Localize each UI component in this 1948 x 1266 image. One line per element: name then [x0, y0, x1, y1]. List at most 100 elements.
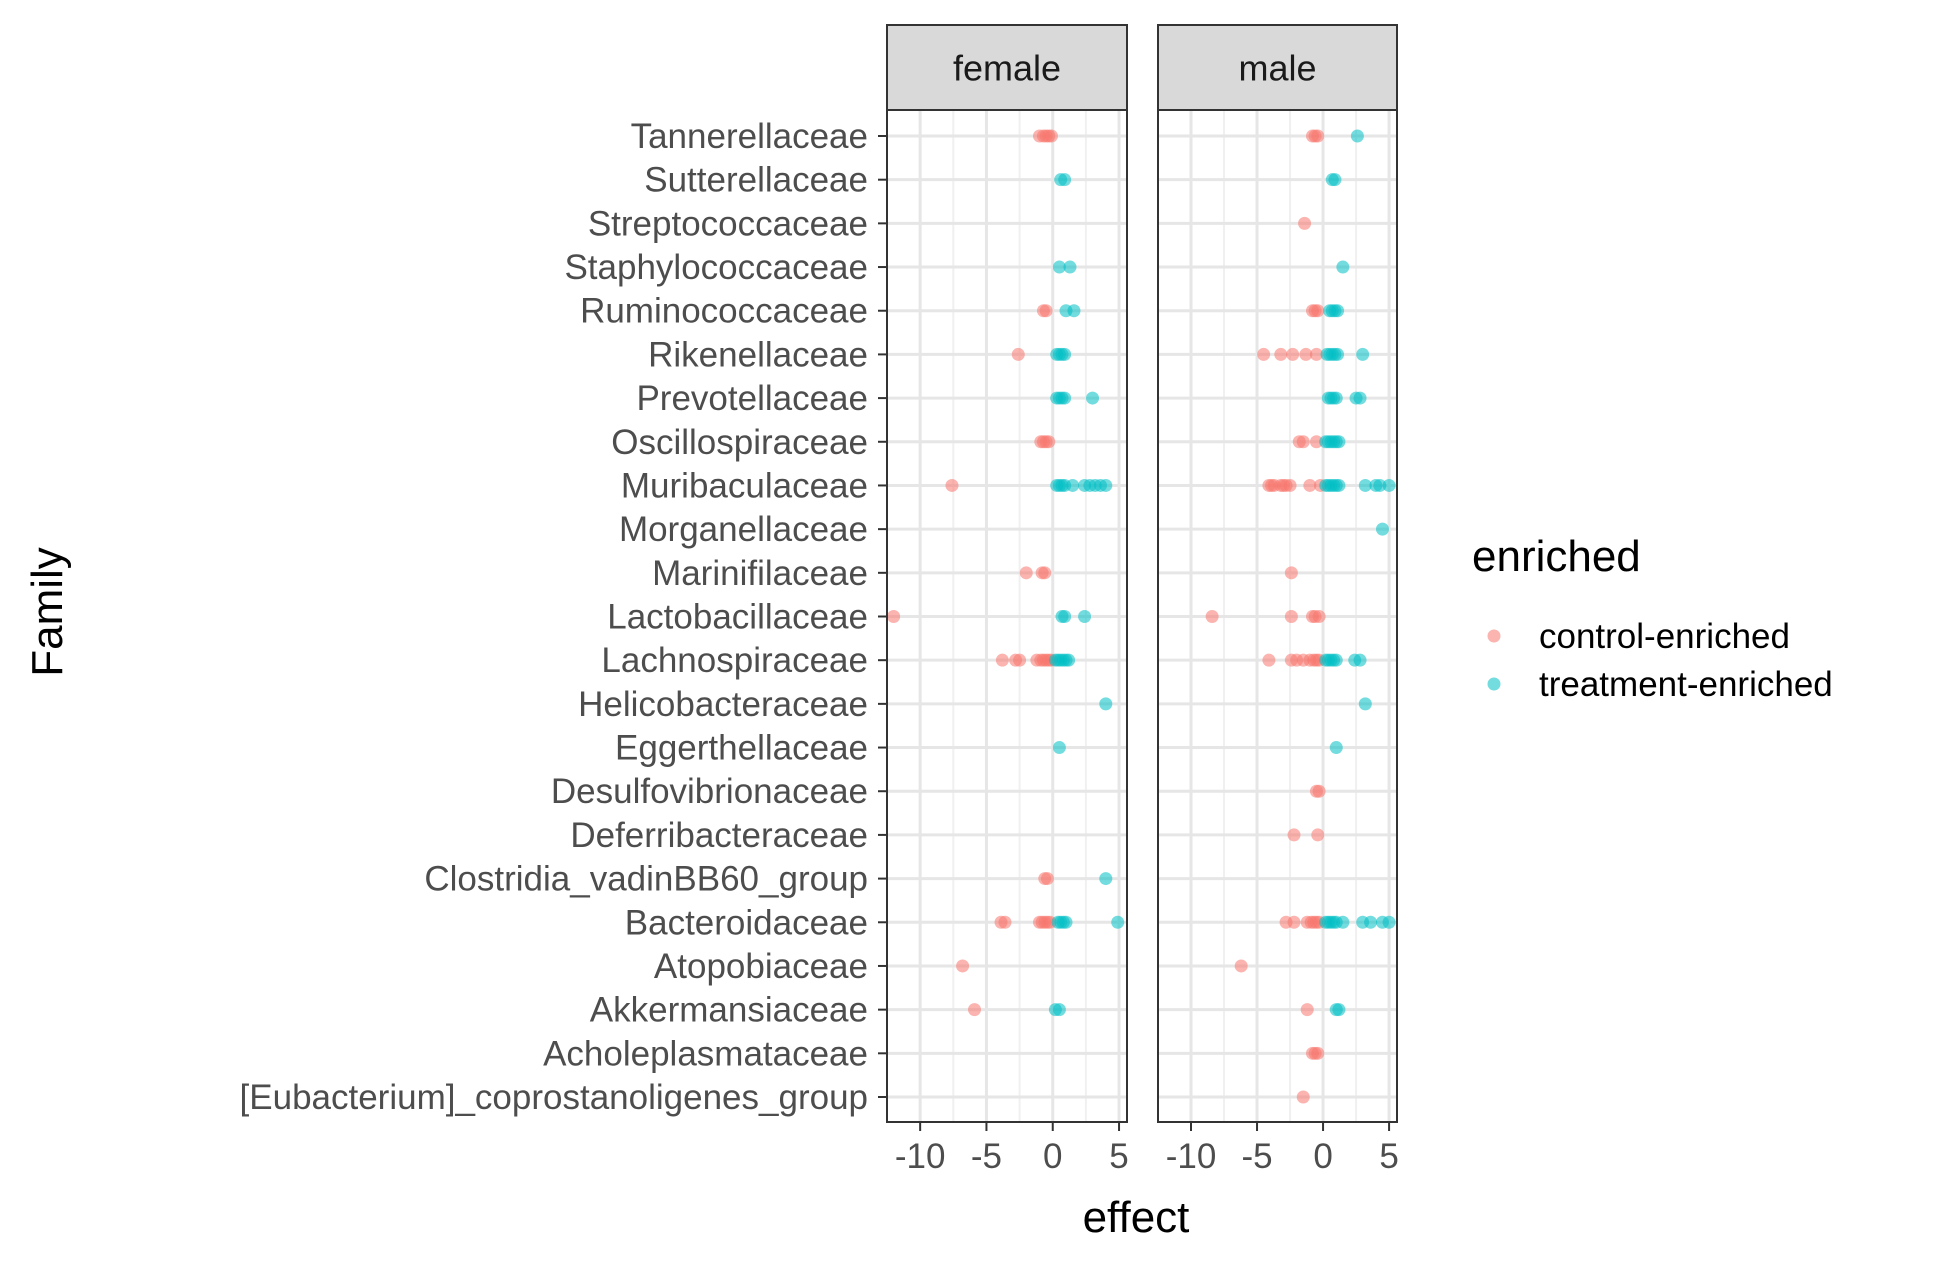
x-tick-label: -5	[1241, 1137, 1272, 1176]
data-point	[1353, 391, 1367, 405]
strip-background-male	[1157, 24, 1398, 111]
data-point	[1296, 435, 1310, 449]
data-point	[1329, 741, 1343, 755]
y-tick-label: Muribaculaceae	[621, 466, 868, 505]
y-tick-label: Streptococcaceae	[588, 204, 868, 243]
y-axis-title: Family	[23, 547, 72, 677]
data-point	[1283, 478, 1297, 492]
y-tick-label: Ruminococcaceae	[580, 292, 868, 331]
data-point	[1287, 915, 1301, 929]
x-tick-label: -5	[971, 1137, 1002, 1176]
data-point	[1019, 566, 1033, 580]
y-tick-label: Rikenellaceae	[648, 335, 868, 374]
data-point	[1358, 697, 1372, 711]
y-tick-label: Tannerellaceae	[631, 117, 868, 156]
legend-entries: control-enriched treatment-enriched	[1487, 617, 1833, 704]
data-point	[968, 1003, 982, 1017]
y-tick-label: Deferribacteraceae	[570, 816, 868, 855]
data-point	[1099, 478, 1113, 492]
data-point	[1038, 566, 1052, 580]
legend-entry-control-enriched: control-enriched	[1487, 617, 1790, 656]
x-axis-title: effect	[1083, 1193, 1190, 1242]
data-point	[1052, 1003, 1066, 1017]
legend-title: enriched	[1472, 532, 1641, 581]
y-tick-label: Staphylococcaceae	[564, 248, 868, 287]
y-tick-label: Prevotellaceae	[636, 379, 868, 418]
data-point	[1058, 610, 1072, 623]
data-point	[1262, 653, 1276, 667]
strip-background-female	[886, 24, 1128, 111]
y-tick-label: Morganellaceae	[619, 510, 868, 549]
data-point	[1042, 435, 1056, 449]
y-tick-label: Clostridia_vadinBB60_group	[424, 860, 868, 899]
data-point	[1303, 478, 1317, 492]
y-tick-label: [Eubacterium]_coprostanoligenes_group	[240, 1078, 868, 1117]
data-point	[1044, 129, 1058, 143]
data-point	[1311, 828, 1325, 842]
data-point	[1311, 1046, 1325, 1060]
data-point	[995, 653, 1009, 667]
y-tick-label: Eggerthellaceae	[615, 729, 868, 768]
x-tick-label: 0	[1313, 1137, 1332, 1176]
data-point	[1063, 260, 1077, 274]
y-tick-label: Helicobacteraceae	[578, 685, 868, 724]
data-point	[1274, 347, 1288, 361]
legend-key	[1487, 629, 1501, 643]
data-point	[1332, 435, 1346, 449]
x-tick-label: -10	[1166, 1137, 1217, 1176]
data-point	[1373, 478, 1387, 492]
y-tick-label: Bacteroidaceae	[625, 903, 868, 942]
data-point	[1284, 566, 1298, 580]
x-tick-label: 5	[1109, 1137, 1128, 1176]
legend-entry-treatment-enriched: treatment-enriched	[1487, 665, 1833, 704]
legend-key	[1487, 677, 1501, 691]
y-tick-label: Marinifilaceae	[652, 554, 868, 593]
data-point	[1356, 347, 1370, 361]
data-point	[1309, 347, 1323, 361]
data-point	[1111, 915, 1125, 929]
data-point	[1099, 697, 1113, 711]
data-point	[1067, 304, 1081, 318]
data-point	[1364, 915, 1378, 929]
data-point	[1332, 1003, 1346, 1017]
data-point	[1296, 1090, 1310, 1104]
data-point	[1309, 435, 1323, 449]
data-point	[1311, 304, 1325, 318]
data-point	[1328, 173, 1342, 187]
data-point	[1331, 347, 1345, 361]
data-point	[1234, 959, 1248, 973]
data-point	[1062, 653, 1076, 667]
data-point	[1311, 129, 1325, 143]
data-point	[998, 915, 1012, 929]
data-point	[1011, 347, 1025, 361]
data-point	[945, 478, 959, 492]
data-point	[1205, 610, 1219, 623]
data-point	[1284, 610, 1298, 623]
data-point	[1059, 915, 1073, 929]
y-tick-label: Lachnospiraceae	[601, 641, 868, 680]
data-point	[1331, 304, 1345, 318]
y-tick-label: Atopobiaceae	[654, 947, 868, 986]
data-point	[1353, 653, 1367, 667]
data-point	[1052, 741, 1066, 755]
y-tick-labels: Tannerellaceae Sutterellaceae Streptococca…	[240, 117, 887, 1117]
data-point	[1350, 129, 1364, 143]
x-tick-label: 5	[1379, 1137, 1398, 1176]
data-point	[1312, 784, 1326, 798]
y-tick-label: Akkermansiaceae	[590, 991, 868, 1030]
data-point	[1013, 653, 1027, 667]
data-point	[1382, 915, 1396, 929]
data-point	[1329, 653, 1343, 667]
y-tick-label: Sutterellaceae	[644, 161, 868, 200]
legend: enriched control-enriched treatment-enric…	[1472, 532, 1833, 704]
data-point	[1375, 522, 1389, 536]
data-point	[1099, 872, 1113, 886]
data-point	[1336, 915, 1350, 929]
data-point	[1086, 391, 1100, 405]
x-tick-labels: -10 -5 0 5 -10 -5 0 5	[895, 1137, 1399, 1176]
data-point	[1382, 478, 1396, 492]
data-point	[1058, 391, 1072, 405]
strip-label-male: male	[1238, 48, 1316, 89]
data-point	[1299, 347, 1313, 361]
